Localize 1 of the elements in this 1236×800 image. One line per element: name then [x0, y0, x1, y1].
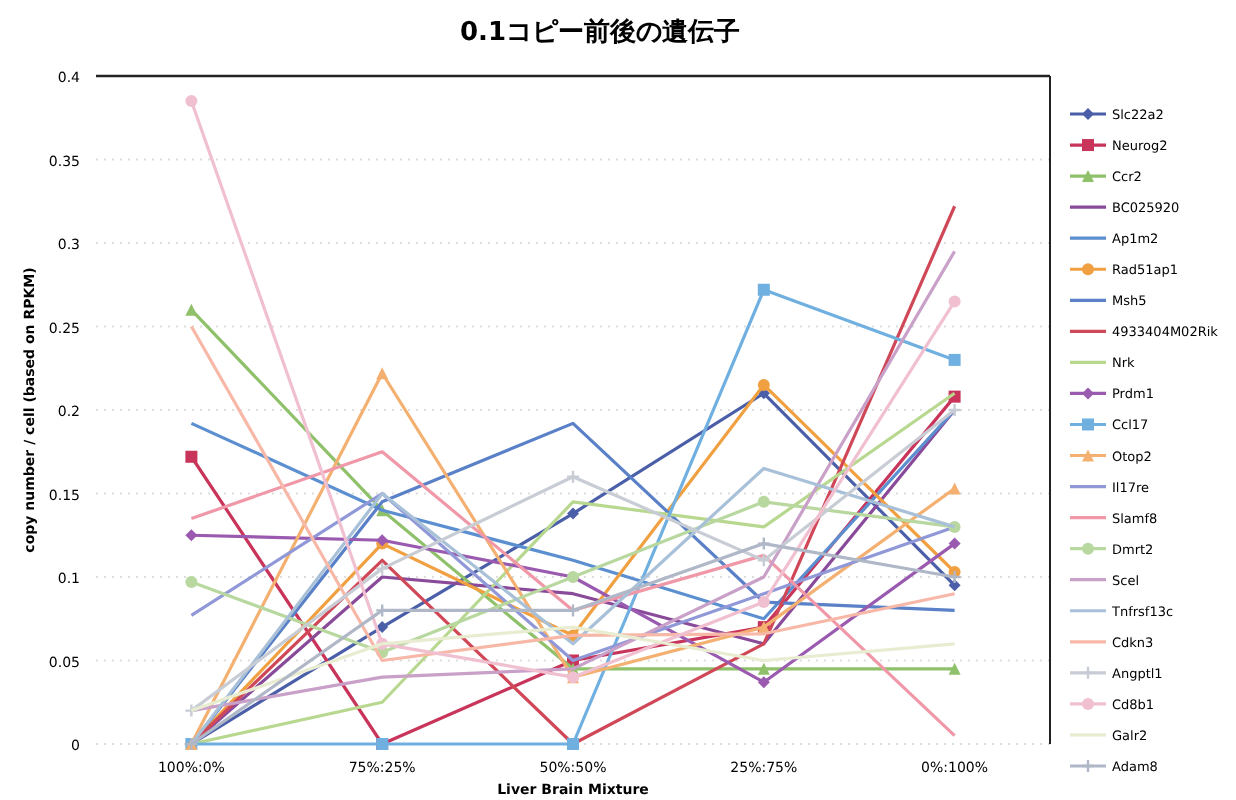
chart-title: 0.1コピー前後の遺伝子 — [459, 16, 741, 48]
